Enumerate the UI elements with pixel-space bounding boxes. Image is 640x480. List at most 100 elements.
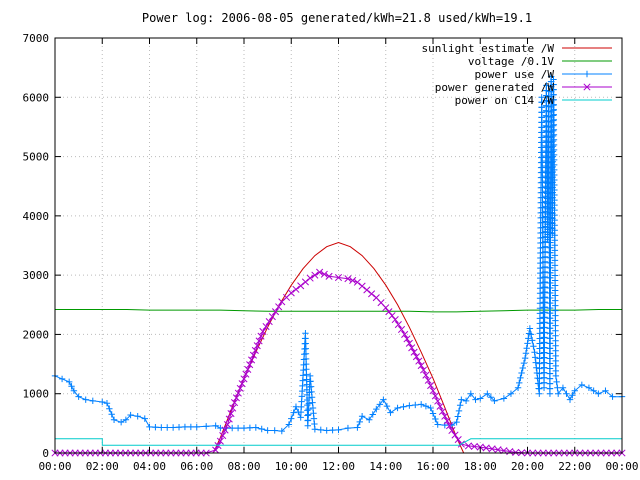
power-generated-w-point bbox=[344, 275, 352, 283]
power-on-c14-w-line bbox=[55, 438, 622, 446]
x-tick-label: 04:00 bbox=[133, 460, 166, 473]
power-use-w-point bbox=[309, 399, 316, 406]
power-use-w-point bbox=[532, 359, 539, 366]
power-generated-w-point bbox=[212, 446, 220, 454]
power-generated-w-point bbox=[401, 330, 409, 338]
power-use-w-point bbox=[514, 384, 522, 391]
power-use-w-point bbox=[305, 400, 313, 407]
power-use-w-point bbox=[559, 384, 567, 391]
power-generated-w-point bbox=[229, 404, 237, 412]
voltage-0-1v-line bbox=[55, 309, 622, 313]
power-use-w-point bbox=[99, 398, 106, 406]
power-generated-w-point bbox=[434, 397, 442, 405]
y-tick-label: 6000 bbox=[23, 91, 50, 104]
power-use-w-point bbox=[366, 416, 373, 423]
power-use-w-point bbox=[527, 331, 535, 338]
power-generated-w-point bbox=[353, 278, 361, 286]
power-use-w-point bbox=[323, 427, 330, 434]
power-use-w-point bbox=[152, 424, 159, 431]
power-generated-w-point bbox=[470, 442, 478, 451]
power-use-w-point bbox=[566, 396, 574, 403]
power-generated-w-point bbox=[248, 356, 256, 364]
power-generated-w-point bbox=[325, 272, 333, 280]
power-generated-w-point bbox=[234, 389, 242, 397]
power-use-w-point bbox=[526, 325, 534, 332]
power-use-w-point bbox=[228, 424, 236, 432]
power-use-w-point bbox=[117, 418, 125, 426]
power-use-w-point bbox=[477, 395, 484, 402]
power-generated-w-point bbox=[403, 335, 411, 343]
power-use-w-point bbox=[304, 422, 311, 429]
power-generated-w-point bbox=[249, 351, 258, 359]
power-use-w-point bbox=[309, 404, 317, 412]
power-use-w-point bbox=[369, 411, 376, 418]
power-use-w-point bbox=[278, 427, 285, 435]
power-generated-w-point bbox=[230, 399, 239, 407]
power-use-w-point bbox=[103, 400, 111, 407]
power-generated-w-point bbox=[415, 357, 423, 365]
x-tick-label: 16:00 bbox=[416, 460, 449, 473]
power-use-w-point bbox=[127, 411, 134, 419]
power-use-w-point bbox=[164, 424, 171, 431]
power-use-w-point bbox=[356, 418, 363, 426]
power-use-w-point bbox=[308, 388, 315, 396]
power-generated-w-point bbox=[397, 325, 406, 334]
power-use-w-point bbox=[429, 410, 437, 417]
power-generated-w-point bbox=[216, 437, 224, 445]
power-use-w-point bbox=[434, 421, 441, 428]
power-generated-w-point bbox=[320, 270, 328, 278]
power-use-w-point bbox=[305, 405, 312, 413]
power-use-w-point bbox=[412, 401, 419, 409]
legend-label-power-use-w: power use /W bbox=[475, 68, 555, 81]
x-tick-label: 20:00 bbox=[511, 460, 544, 473]
power-use-w-point bbox=[484, 390, 491, 397]
power-use-w-point bbox=[141, 415, 148, 422]
y-tick-label: 4000 bbox=[23, 210, 50, 223]
power-generated-w-point bbox=[382, 304, 390, 312]
power-use-w-point bbox=[290, 409, 297, 416]
power-generated-w-point bbox=[419, 366, 428, 374]
power-use-w-point bbox=[203, 423, 210, 430]
power-use-w-point bbox=[373, 405, 380, 413]
power-generated-w-point bbox=[349, 276, 357, 285]
power-generated-w-point bbox=[306, 274, 314, 282]
power-use-w-point bbox=[529, 337, 536, 344]
power-use-w-point bbox=[571, 387, 578, 394]
power-generated-w-point bbox=[227, 410, 235, 418]
power-use-w-point bbox=[310, 410, 317, 417]
power-generated-w-point bbox=[236, 384, 244, 392]
power-generated-w-point bbox=[240, 375, 248, 383]
power-use-w-point bbox=[317, 426, 324, 434]
power-generated-w-point bbox=[334, 273, 343, 282]
power-use-w-point bbox=[427, 404, 434, 412]
x-tick-label: 22:00 bbox=[558, 460, 591, 473]
power-use-w-point bbox=[304, 416, 312, 424]
power-use-w-point bbox=[329, 426, 336, 434]
power-use-w-point bbox=[240, 424, 248, 432]
power-use-w-point bbox=[193, 423, 200, 431]
legend-label-power-on-c14-w: power on C14 /W bbox=[455, 94, 555, 107]
axis-ticks: 00:00 02:00 04:00 06:00 08:00 10:00 12:00 14:00… bbox=[23, 32, 639, 473]
power-use-w-point bbox=[310, 415, 318, 422]
power-use-w-point bbox=[288, 415, 295, 422]
power-generated-w-point bbox=[221, 426, 229, 434]
power-generated-w-point bbox=[271, 308, 280, 316]
power-use-w-point bbox=[358, 413, 366, 420]
power-use-w-point bbox=[595, 390, 602, 397]
power-generated-w-point bbox=[427, 382, 435, 390]
power-generated-w-point bbox=[388, 312, 396, 320]
power-use-w-point bbox=[82, 396, 89, 403]
power-generated-w-point bbox=[512, 448, 520, 456]
power-use-w-point bbox=[520, 359, 528, 367]
power-generated-w-point bbox=[223, 420, 232, 429]
power-use-w-point bbox=[487, 394, 495, 401]
y-tick-label: 3000 bbox=[23, 269, 50, 282]
power-use-w-point bbox=[308, 394, 316, 401]
voltage-0-1v-series bbox=[55, 309, 622, 313]
power-use-w-point bbox=[258, 425, 265, 433]
power-generated-w-point bbox=[251, 346, 259, 354]
power-use-w-point bbox=[585, 384, 593, 391]
legend-power-use-w-point bbox=[583, 70, 591, 78]
power-generated-w-point bbox=[391, 316, 399, 324]
